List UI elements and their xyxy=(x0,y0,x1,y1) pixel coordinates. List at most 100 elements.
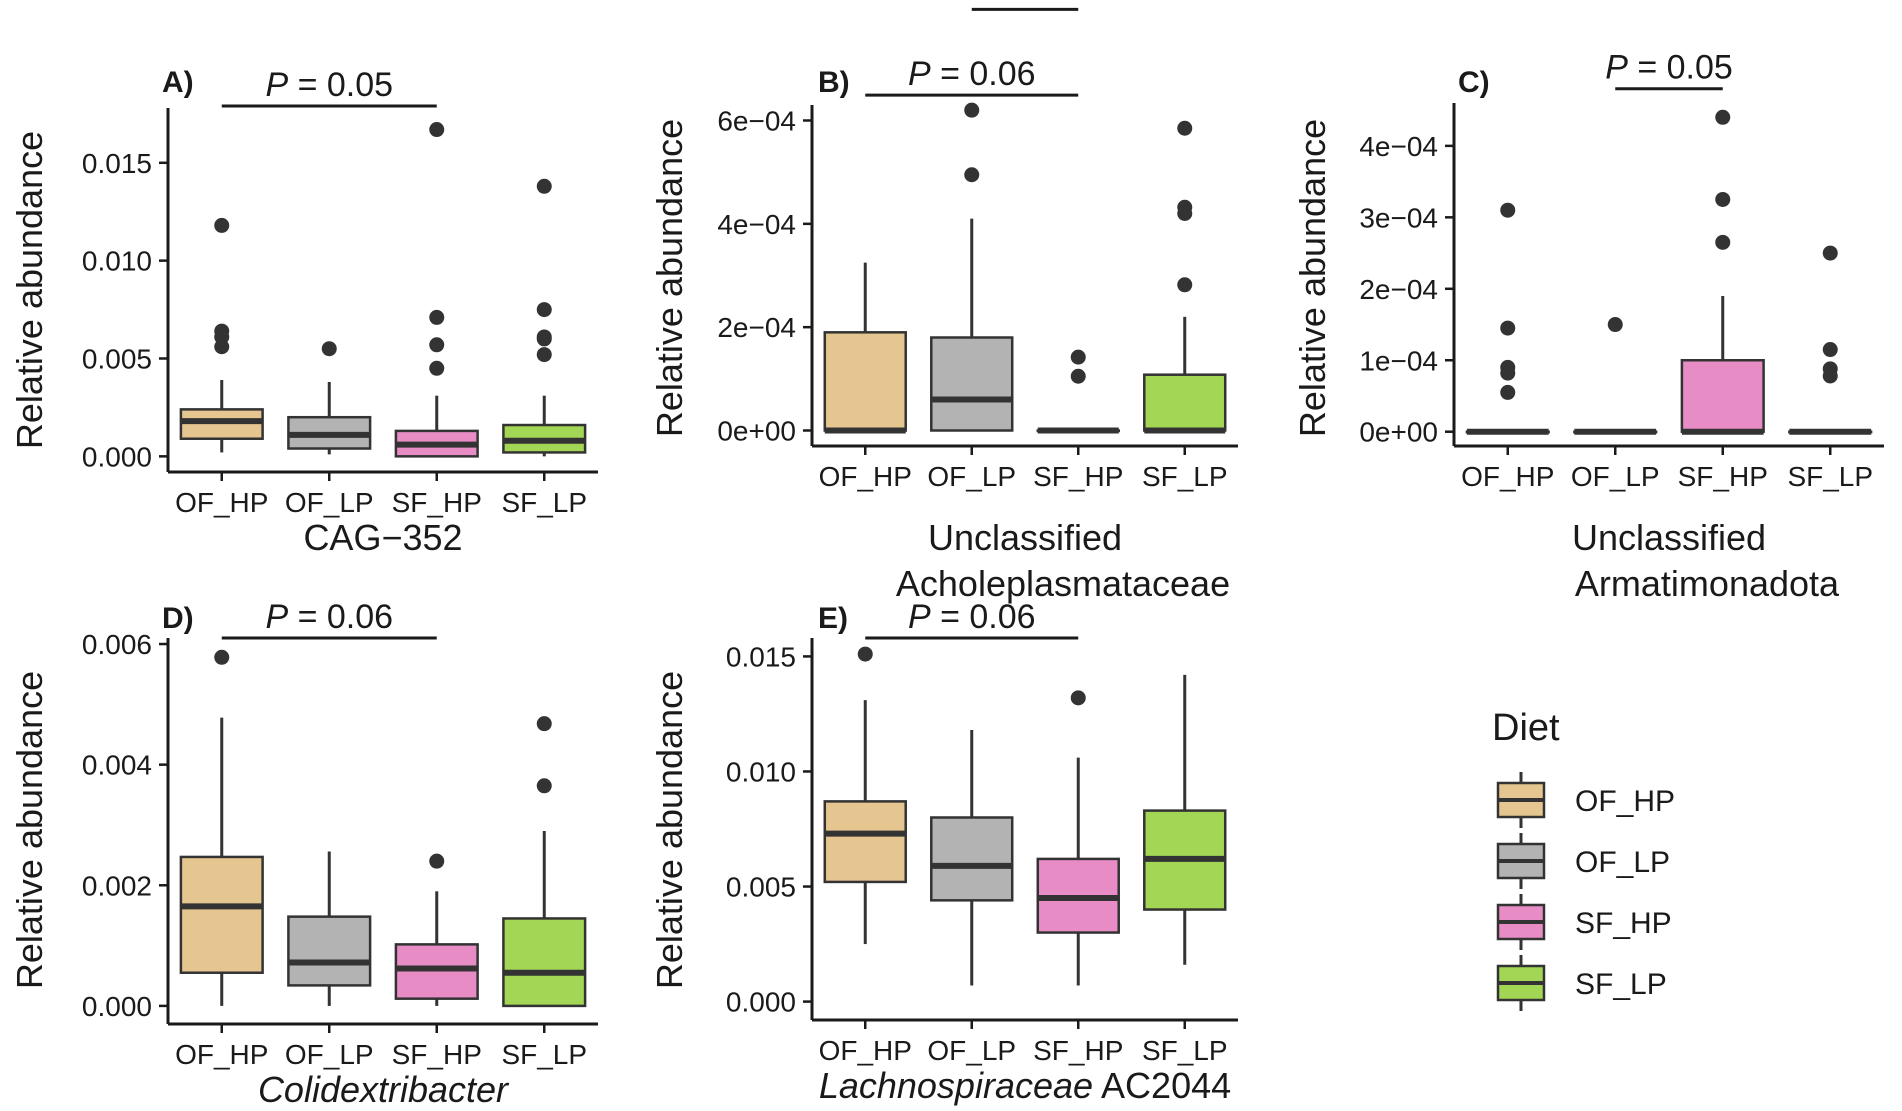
y-tick-label: 0.005 xyxy=(82,343,152,374)
significance-label: P = 0.05 xyxy=(265,66,393,104)
panel-b: B) Relative abundance 0e+00 2e−04 4e−04 6e−04… xyxy=(649,0,1238,604)
x-axis-title: CAG−352 xyxy=(303,517,462,558)
box-sf-lp xyxy=(1788,245,1873,435)
box-sf-lp xyxy=(1143,674,1227,965)
box-body xyxy=(930,336,1014,432)
outlier-point xyxy=(536,178,552,194)
significance-p: P xyxy=(265,598,288,636)
outlier-point xyxy=(1822,368,1838,384)
x-tick-label: SF_LP xyxy=(501,487,587,518)
outlier-point xyxy=(1070,690,1086,706)
outlier-point xyxy=(1500,202,1516,218)
box-sf-lp xyxy=(502,716,587,1008)
outlier-point xyxy=(536,347,552,363)
outlier-point xyxy=(1822,245,1838,261)
y-axis-title: Relative abundance xyxy=(1292,119,1333,437)
x-axis-title-part: AC2044 xyxy=(1093,1065,1231,1106)
x-tick-label: SF_LP xyxy=(1142,1035,1228,1066)
box-body xyxy=(823,800,907,884)
outlier-point xyxy=(1715,234,1731,250)
outlier-point xyxy=(857,646,873,662)
box-body xyxy=(823,331,907,432)
x-axis-title-part: Acholeplasmataceae xyxy=(896,563,1230,604)
outlier-point xyxy=(536,716,552,732)
y-tick-label: 4e−04 xyxy=(1359,131,1438,162)
significance-value: = 0.05 xyxy=(288,66,393,104)
box-sf-hp xyxy=(394,122,479,458)
panel-letter: B) xyxy=(818,66,850,99)
significance-label: P = 0.06 xyxy=(265,598,393,636)
outlier-point xyxy=(536,331,552,347)
outlier-point xyxy=(1177,277,1193,293)
y-tick-label: 0.015 xyxy=(726,641,796,672)
x-axis-title: Armatimonadota xyxy=(1575,563,1840,604)
x-tick-label: OF_LP xyxy=(285,487,374,518)
box-sf-lp xyxy=(502,178,587,457)
box-sf-hp xyxy=(1036,690,1120,986)
outlier-point xyxy=(1500,320,1516,336)
y-tick-label: 0.015 xyxy=(82,148,152,179)
box-sf-lp xyxy=(1143,120,1227,434)
legend-label: SF_LP xyxy=(1575,968,1667,1001)
y-tick-label: 1e−04 xyxy=(1359,345,1438,376)
x-tick-label: OF_HP xyxy=(175,487,268,518)
x-axis-title-part: CAG−352 xyxy=(303,517,462,558)
panel-d: D) Relative abundance 0.000 0.002 0.004 0.006… xyxy=(9,598,598,1110)
x-axis-title-part: Armatimonadota xyxy=(1575,563,1840,604)
x-tick-label: SF_LP xyxy=(1142,461,1228,492)
x-axis-title: Unclassified xyxy=(928,517,1122,558)
panel-a: A) Relative abundance 0.000 0.005 0.010 0.015… xyxy=(9,66,598,558)
y-tick-label: 4e−04 xyxy=(717,209,796,240)
y-tick-label: 0.000 xyxy=(726,987,796,1018)
panel-e: E) Relative abundance 0.000 0.005 0.010 0.015… xyxy=(649,598,1238,1106)
box-of-lp xyxy=(930,730,1014,986)
panel-letter: A) xyxy=(162,66,194,99)
significance-label: P = 0.06 xyxy=(908,55,1036,93)
significance-value: = 0.04 xyxy=(984,0,1089,7)
y-tick-label: 0e+00 xyxy=(717,416,796,447)
y-tick-label: 0.010 xyxy=(726,756,796,787)
legend-title: Diet xyxy=(1492,707,1560,749)
outlier-point xyxy=(536,302,552,318)
panel-letter: D) xyxy=(162,602,194,635)
y-tick-label: 0.005 xyxy=(726,872,796,903)
box-sf-hp xyxy=(1036,349,1120,434)
legend-label: OF_LP xyxy=(1575,846,1670,879)
legend-item-sf-lp: SF_LP xyxy=(1496,955,1667,1011)
x-axis-title: Acholeplasmataceae xyxy=(896,563,1230,604)
outlier-point xyxy=(429,360,445,376)
significance-value: = 0.06 xyxy=(931,55,1036,93)
box-body xyxy=(394,943,479,1000)
y-tick-label: 2e−04 xyxy=(717,312,796,343)
significance-label: P = 0.05 xyxy=(1605,49,1733,87)
significance-value: = 0.06 xyxy=(931,598,1036,636)
x-axis-title: Colidextribacter xyxy=(258,1069,510,1110)
outlier-point xyxy=(429,309,445,325)
legend-item-sf-hp: SF_HP xyxy=(1496,894,1672,950)
x-tick-label: OF_HP xyxy=(1461,461,1554,492)
outlier-point xyxy=(964,167,980,183)
panels-group: A) Relative abundance 0.000 0.005 0.010 0.015… xyxy=(9,0,1884,1110)
outlier-point xyxy=(1177,120,1193,136)
significance-label: P = 0.06 xyxy=(908,598,1036,636)
x-axis-title-part: Unclassified xyxy=(1572,517,1766,558)
box-sf-hp xyxy=(1680,109,1765,435)
x-tick-label: OF_LP xyxy=(927,461,1016,492)
legend-items: OF_HP OF_LP SF_HP SF_LP xyxy=(1496,772,1675,1011)
outlier-point xyxy=(321,341,337,357)
y-axis-title: Relative abundance xyxy=(649,119,690,437)
outlier-point xyxy=(1500,384,1516,400)
x-axis-title-italic: Lachnospiraceae xyxy=(819,1065,1093,1106)
outlier-point xyxy=(536,778,552,794)
y-tick-label: 0.010 xyxy=(82,246,152,277)
y-axis-title: Relative abundance xyxy=(649,671,690,989)
panel-letter: E) xyxy=(818,602,848,635)
significance-value: = 0.05 xyxy=(1628,49,1733,87)
y-tick-label: 0.002 xyxy=(82,870,152,901)
outlier-point xyxy=(214,339,230,355)
y-tick-label: 3e−04 xyxy=(1359,202,1438,233)
outlier-point xyxy=(214,649,230,665)
box-of-hp xyxy=(1465,202,1550,435)
panel-letter: C) xyxy=(1458,66,1490,99)
y-tick-label: 0.004 xyxy=(82,750,152,781)
